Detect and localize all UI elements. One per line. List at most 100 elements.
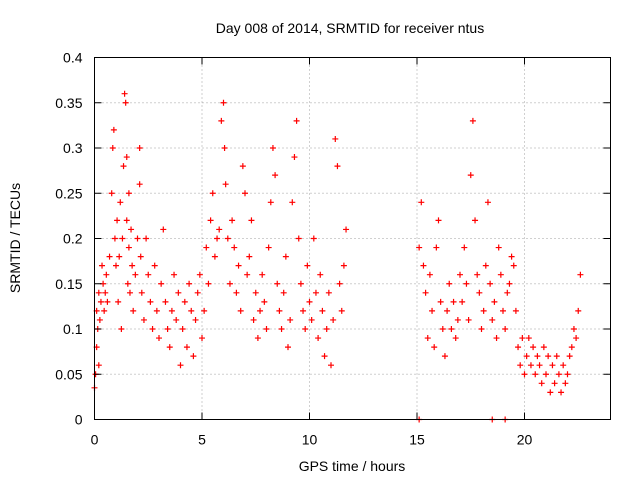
data-point — [166, 344, 173, 351]
data-point — [95, 362, 102, 369]
data-point — [214, 235, 221, 242]
data-point — [134, 235, 141, 242]
grid-lines — [94, 57, 611, 420]
data-point — [562, 380, 569, 387]
data-point — [109, 145, 116, 151]
data-point — [336, 280, 343, 287]
data-point — [328, 362, 334, 369]
data-point — [239, 163, 246, 170]
data-point — [181, 298, 188, 305]
data-point — [220, 99, 227, 106]
x-axis-label: GPS time / hours — [299, 458, 406, 474]
y-tick-label: 0.3 — [63, 140, 83, 156]
x-tick-label: 15 — [409, 432, 425, 448]
data-point — [549, 362, 556, 369]
data-point — [300, 307, 307, 314]
data-point — [248, 217, 255, 224]
data-point — [108, 190, 115, 197]
data-point — [512, 307, 519, 314]
data-point — [491, 298, 498, 305]
data-point — [291, 154, 298, 161]
data-point — [521, 371, 528, 378]
data-point — [113, 262, 119, 269]
data-point — [132, 271, 139, 278]
data-point — [103, 271, 110, 278]
data-point — [525, 335, 532, 342]
y-tick-label: 0 — [75, 412, 83, 428]
data-point — [325, 289, 332, 296]
data-point — [149, 326, 156, 332]
data-point — [295, 235, 302, 242]
data-point — [201, 307, 208, 314]
axis-ticks — [94, 57, 611, 420]
data-point — [308, 316, 315, 323]
data-point — [484, 199, 491, 206]
data-point — [207, 217, 214, 224]
data-point — [452, 335, 459, 342]
data-point — [444, 307, 451, 314]
data-point — [102, 289, 109, 296]
data-point — [136, 145, 143, 151]
data-point — [467, 172, 474, 179]
data-point — [530, 344, 537, 351]
data-point — [221, 145, 228, 151]
data-point — [115, 298, 122, 305]
data-point — [416, 244, 423, 251]
data-point — [474, 271, 481, 278]
data-point — [171, 271, 178, 278]
data-point — [111, 235, 118, 242]
data-point — [543, 371, 549, 378]
data-point — [224, 235, 231, 242]
data-point — [532, 371, 539, 378]
data-point — [254, 335, 261, 342]
data-point — [143, 235, 150, 242]
data-point — [302, 326, 309, 332]
data-point — [126, 289, 133, 296]
data-point — [101, 307, 108, 314]
data-point — [218, 117, 225, 124]
data-point — [282, 253, 289, 260]
data-point — [125, 190, 132, 197]
data-point — [164, 326, 171, 332]
data-point — [205, 280, 212, 287]
data-point — [558, 389, 565, 396]
data-point — [97, 298, 104, 305]
data-point — [229, 217, 236, 224]
data-point — [257, 307, 264, 314]
data-point — [242, 190, 248, 197]
data-point — [278, 326, 285, 332]
data-point — [252, 289, 259, 296]
data-point — [188, 307, 195, 314]
data-point — [129, 262, 136, 269]
data-point — [183, 344, 190, 351]
data-point — [130, 307, 137, 314]
y-tick-label: 0.1 — [63, 321, 83, 337]
data-point — [190, 353, 197, 360]
data-point — [140, 316, 147, 323]
y-tick-label: 0.35 — [55, 95, 82, 111]
data-point — [285, 344, 291, 351]
data-point — [153, 307, 160, 314]
data-point — [439, 326, 446, 332]
data-point — [433, 244, 440, 251]
data-point — [429, 307, 436, 314]
data-point — [186, 280, 193, 287]
data-point — [244, 271, 251, 278]
data-point — [116, 253, 123, 260]
data-point — [469, 117, 476, 124]
data-point — [147, 298, 154, 305]
data-point — [568, 344, 575, 351]
data-point — [216, 226, 223, 233]
data-point — [437, 298, 444, 305]
data-point — [424, 335, 431, 342]
data-point — [493, 335, 500, 342]
data-point — [136, 181, 143, 188]
data-point — [315, 335, 322, 342]
data-point — [235, 262, 242, 269]
axis-tick-labels: 0 0.05 0.1 0.15 0.2 0.25 0.3 0.35 0.4 0 5 10 15 20 — [55, 50, 532, 448]
data-point — [463, 280, 470, 287]
data-point — [123, 154, 130, 161]
data-point — [128, 226, 135, 233]
data-point — [289, 199, 296, 206]
data-point — [237, 307, 244, 314]
